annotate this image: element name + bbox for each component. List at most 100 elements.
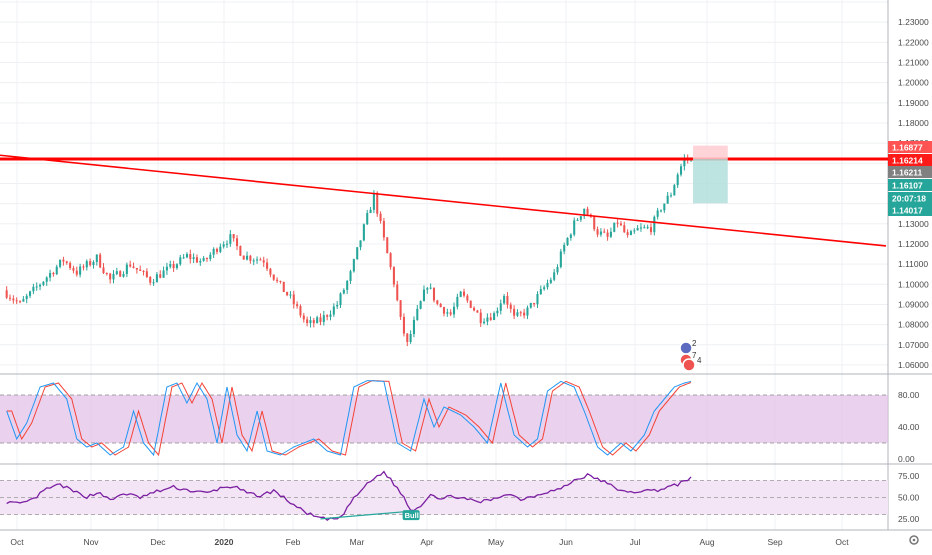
- candle-body: [292, 294, 295, 305]
- rsi-axis-tick-label: 50.00: [898, 493, 920, 503]
- bull-divergence-line: [320, 510, 411, 520]
- candle-body: [225, 243, 229, 245]
- candle-body: [332, 306, 335, 315]
- candle-body: [349, 271, 352, 281]
- price-axis-tick-label: 1.12000: [898, 239, 929, 249]
- candle-body: [202, 258, 205, 261]
- candle-body: [659, 210, 663, 212]
- candle-body: [286, 292, 289, 296]
- candle-body: [369, 209, 372, 214]
- candle-body: [306, 319, 309, 324]
- time-axis-tick-label: Mar: [350, 537, 365, 547]
- price-axis-tick-label: 1.18000: [898, 118, 929, 128]
- price-tag-label: 1.16211: [892, 168, 923, 178]
- candle-body: [189, 254, 192, 259]
- candle-body: [559, 251, 562, 268]
- candle-body: [246, 255, 249, 260]
- candle-body: [416, 308, 419, 320]
- candle-body: [182, 257, 185, 259]
- candle-body: [459, 291, 462, 297]
- candle-body: [583, 208, 586, 217]
- event-marker-count: 4: [697, 356, 702, 365]
- candle-body: [172, 264, 175, 269]
- candle-body: [422, 289, 426, 302]
- time-axis-tick-label: May: [488, 537, 505, 547]
- candle-body: [499, 303, 502, 311]
- candle-body: [59, 259, 62, 267]
- candle-body: [129, 264, 132, 267]
- take-profit-zone[interactable]: [693, 158, 728, 204]
- rsi-line: [6, 470, 692, 522]
- candle-body: [629, 231, 632, 236]
- candle-body: [352, 259, 355, 272]
- candle-body: [256, 259, 259, 261]
- price-axis-tick-label: 1.20000: [898, 78, 929, 88]
- stop-loss-zone[interactable]: [693, 145, 728, 159]
- time-axis-tick-label: Oct: [835, 537, 849, 547]
- candle-body: [449, 312, 452, 315]
- candle-body: [613, 222, 616, 232]
- candle-body: [653, 216, 656, 233]
- candle-body: [476, 310, 479, 313]
- price-tag: [888, 166, 932, 178]
- candle-body: [473, 307, 476, 311]
- candle-body: [192, 257, 195, 259]
- event-marker-icon[interactable]: [679, 341, 693, 355]
- candle-body: [296, 304, 299, 307]
- trend-line[interactable]: [0, 154, 887, 247]
- candle-body: [289, 294, 292, 296]
- rsi-axis-tick-label: 75.00: [898, 471, 920, 481]
- candle-body: [52, 273, 55, 275]
- candle-body: [35, 286, 38, 288]
- candle-body: [596, 229, 599, 235]
- candle-body: [409, 334, 412, 343]
- candle-body: [49, 273, 52, 278]
- candle-body: [39, 284, 42, 287]
- candle-body: [125, 264, 128, 275]
- candle-body: [45, 277, 48, 282]
- event-marker-icon[interactable]: [682, 358, 696, 372]
- candle-body: [109, 273, 112, 280]
- candle-body: [199, 260, 202, 263]
- candle-body: [169, 264, 172, 267]
- candle-body: [389, 253, 392, 268]
- candle-body: [586, 208, 589, 215]
- candle-body: [122, 274, 125, 277]
- candle-body: [219, 246, 222, 252]
- candle-body: [669, 195, 673, 197]
- candle-body: [566, 237, 569, 246]
- candle-body: [399, 300, 402, 317]
- price-axis-tick-label: 1.21000: [898, 58, 929, 68]
- candle-body: [282, 281, 285, 293]
- candle-body: [673, 185, 676, 196]
- candle-body: [195, 257, 198, 263]
- stochastic-axis-tick-label: 40.00: [898, 422, 920, 432]
- candle-body: [262, 260, 265, 263]
- price-tag-label: 20:07:18: [892, 194, 926, 204]
- candle-body: [646, 227, 649, 229]
- candle-body: [479, 312, 482, 324]
- event-marker-count: 2: [692, 339, 697, 348]
- candle-body: [456, 296, 459, 307]
- candle-body: [185, 254, 188, 258]
- price-axis-tick-label: 1.08000: [898, 320, 929, 330]
- candle-body: [429, 287, 432, 289]
- candle-body: [426, 288, 429, 290]
- candle-body: [576, 219, 579, 221]
- candle-body: [509, 304, 512, 309]
- candle-body: [573, 220, 576, 235]
- price-axis-tick-label: 1.10000: [898, 279, 929, 289]
- gear-icon[interactable]: [909, 535, 919, 545]
- candle-body: [235, 238, 239, 247]
- candle-body: [249, 255, 252, 261]
- candle-body: [112, 274, 115, 280]
- candle-body: [432, 287, 436, 301]
- candle-body: [105, 272, 108, 274]
- candle-body: [356, 247, 359, 260]
- candle-body: [436, 300, 439, 304]
- candle-body: [382, 221, 385, 238]
- candle-body: [392, 267, 395, 285]
- candle-body: [309, 320, 312, 324]
